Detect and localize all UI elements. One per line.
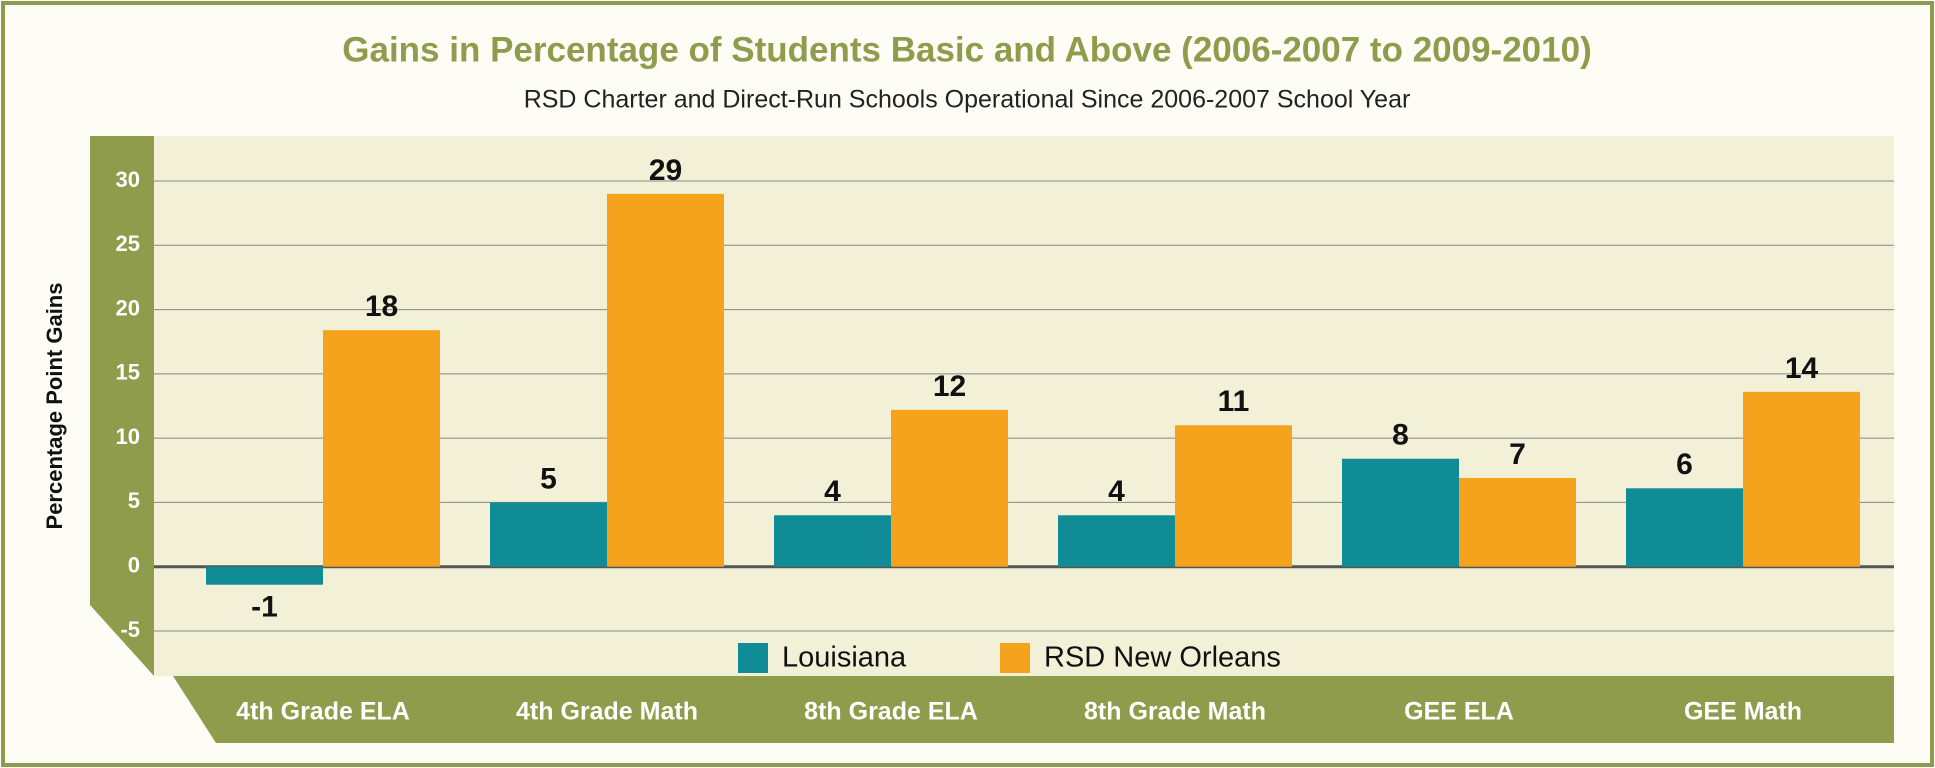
bar bbox=[774, 515, 891, 567]
data-label: 14 bbox=[1785, 352, 1819, 385]
legend-swatch bbox=[1000, 643, 1030, 673]
x-tick-label: 8th Grade ELA bbox=[804, 698, 978, 726]
y-tick-label: 25 bbox=[116, 231, 140, 256]
x-tick-label: 4th Grade ELA bbox=[236, 698, 410, 726]
y-tick-label: 20 bbox=[116, 295, 140, 320]
y-tick-label: 5 bbox=[128, 488, 140, 513]
y-tick-label: 30 bbox=[116, 167, 140, 192]
x-tick-label: GEE Math bbox=[1684, 698, 1802, 726]
x-tick-label: 4th Grade Math bbox=[516, 698, 698, 726]
data-label: 12 bbox=[933, 370, 966, 403]
y-tick-label: 0 bbox=[128, 553, 140, 578]
bar bbox=[1342, 458, 1459, 567]
bar bbox=[206, 566, 323, 585]
data-label: -1 bbox=[251, 591, 278, 624]
category-band bbox=[173, 676, 1894, 743]
y-tick-label: -5 bbox=[120, 617, 140, 642]
data-label: 8 bbox=[1392, 419, 1409, 452]
data-label: 18 bbox=[365, 290, 398, 323]
data-label: 5 bbox=[540, 462, 557, 495]
bar bbox=[607, 193, 724, 567]
bar bbox=[1058, 515, 1175, 567]
bar bbox=[1743, 391, 1860, 567]
x-tick-label: GEE ELA bbox=[1404, 698, 1514, 726]
y-axis-label: Percentage Point Gains bbox=[42, 283, 67, 530]
x-tick-label: 8th Grade Math bbox=[1084, 698, 1266, 726]
data-label: 29 bbox=[649, 154, 682, 187]
legend-swatch bbox=[738, 643, 768, 673]
chart-subtitle: RSD Charter and Direct-Run Schools Opera… bbox=[524, 86, 1411, 114]
legend-label: Louisiana bbox=[782, 642, 907, 674]
legend-label: RSD New Orleans bbox=[1044, 642, 1281, 674]
data-label: 4 bbox=[1108, 475, 1125, 508]
bar bbox=[490, 502, 607, 567]
axis-band bbox=[90, 136, 154, 676]
data-label: 7 bbox=[1509, 438, 1526, 471]
bar bbox=[1175, 425, 1292, 567]
bar bbox=[323, 330, 440, 567]
plot-area bbox=[154, 136, 1894, 676]
data-label: 11 bbox=[1218, 385, 1250, 418]
data-label: 6 bbox=[1676, 448, 1693, 481]
chart-title: Gains in Percentage of Students Basic an… bbox=[342, 30, 1591, 69]
data-label: 4 bbox=[824, 475, 841, 508]
y-tick-label: 10 bbox=[116, 424, 140, 449]
bar bbox=[1626, 488, 1743, 567]
y-tick-label: 15 bbox=[116, 360, 140, 385]
bar bbox=[1459, 478, 1576, 567]
bar bbox=[891, 409, 1008, 567]
